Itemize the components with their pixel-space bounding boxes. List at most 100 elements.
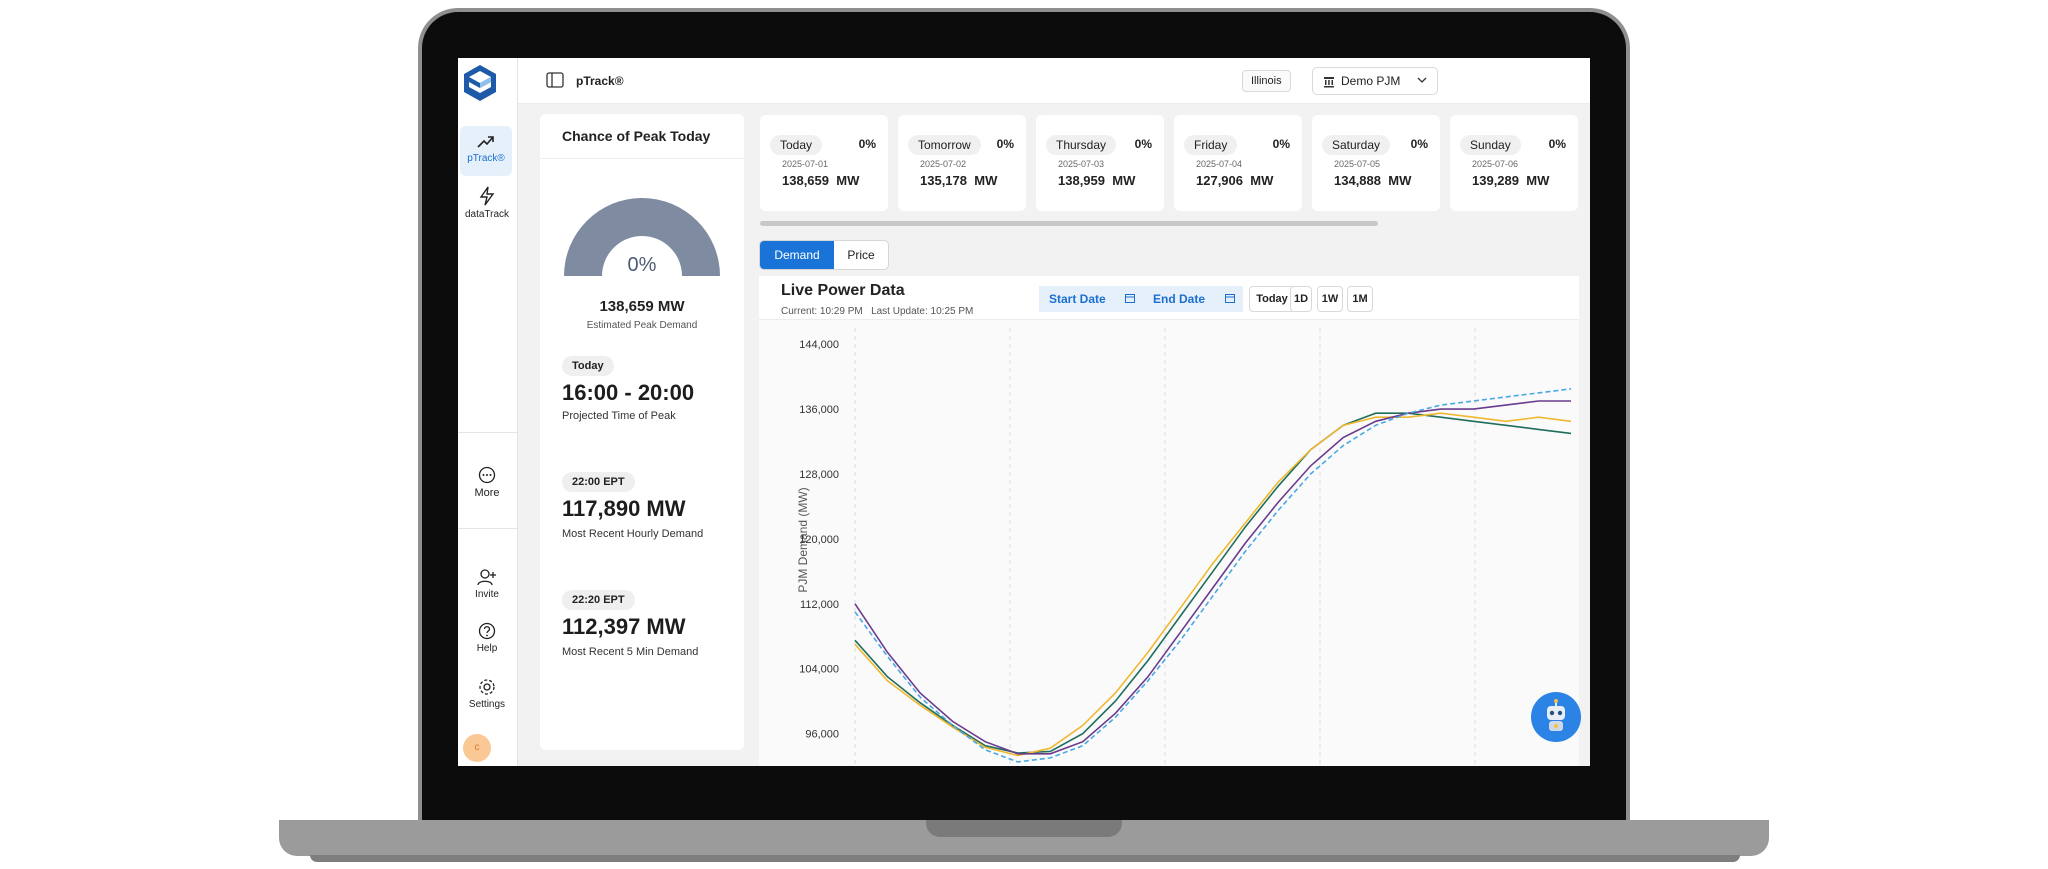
sidebar-item-help[interactable]: Help [458,622,516,654]
sidebar-divider [458,432,518,433]
range-1w-button[interactable]: 1W [1317,286,1343,312]
day-name: Tomorrow [908,135,981,155]
day-mw: 138,659 MW [782,173,860,188]
range-1d-button[interactable]: 1D [1290,286,1312,312]
forecast-day-card[interactable]: Saturday 0% 2025-07-05 134,888 MW [1312,115,1440,211]
gauge-percent: 0% [627,254,657,276]
series-line-2 [854,400,1571,755]
chart-header: Live Power Data Current: 10:29 PM Last U… [759,276,1579,320]
day-percent: 0% [1272,137,1290,151]
day-percent: 0% [1134,137,1152,151]
robot-icon [1547,699,1565,731]
hourly-time-tag: 22:00 EPT [562,472,635,492]
y-tick-label: 128,000 [799,469,839,481]
estimated-peak-label: Estimated Peak Demand [586,320,698,331]
tab-demand[interactable]: Demand [760,241,834,269]
y-axis-label: PJM Demand (MW) [796,487,810,592]
sidebar-divider [458,528,518,529]
day-percent: 0% [1548,137,1566,151]
org-select[interactable]: Demo PJM [1312,67,1438,95]
forecast-scrollbar[interactable] [760,221,1378,226]
day-name: Sunday [1460,135,1521,155]
day-mw: 134,888 MW [1334,173,1412,188]
org-select-label: Demo PJM [1341,74,1401,88]
region-badge[interactable]: Illinois [1242,70,1291,92]
app-screen: pTrack® dataTrack More Invite [458,58,1590,766]
day-date: 2025-07-04 [1196,159,1243,169]
top-bar: pTrack® Illinois Demo PJM [518,58,1590,104]
calendar-icon [1125,294,1135,303]
sidebar-item-label: Invite [475,589,499,600]
sidebar-item-label: Settings [468,699,506,710]
day-mw: 139,289 MW [1472,173,1550,188]
chart-timestamps: Current: 10:29 PM Last Update: 10:25 PM [781,306,974,317]
chart-title: Live Power Data [781,282,905,299]
day-name: Thursday [1046,135,1117,155]
day-date: 2025-07-02 [920,159,967,169]
y-tick-label: 96,000 [805,729,839,741]
day-name: Friday [1184,135,1238,155]
day-name: Today [770,135,823,155]
day-mw: 127,906 MW [1196,173,1274,188]
forecast-day-card[interactable]: Friday 0% 2025-07-04 127,906 MW [1174,115,1302,211]
day-date: 2025-07-05 [1334,159,1381,169]
forecast-day-card[interactable]: Sunday 0% 2025-07-06 139,289 MW [1450,115,1578,211]
calendar-icon [1225,294,1235,303]
card-divider [540,158,744,159]
estimated-peak-mw: 138,659 MW [599,298,685,315]
chance-title: Chance of Peak Today [562,128,711,144]
bolt-icon [479,186,495,206]
day-mw: 135,178 MW [920,173,998,188]
sidebar-item-label: More [474,487,500,499]
live-power-card: Live Power Data Current: 10:29 PM Last U… [759,276,1579,766]
y-tick-label: 104,000 [799,664,839,676]
sidebar-item-label: dataTrack [464,209,510,220]
sidebar-toggle-icon[interactable] [546,72,564,88]
sidebar-item-ptrack[interactable]: pTrack® [460,126,512,176]
day-date: 2025-07-01 [782,159,829,169]
sidebar-item-invite[interactable]: Invite [458,568,516,600]
day-percent: 0% [996,137,1014,151]
series-line-0 [854,412,1572,754]
y-tick-label: 136,000 [799,404,839,416]
sidebar-item-settings[interactable]: Settings [458,678,516,710]
user-avatar[interactable]: c [463,734,491,762]
day-date: 2025-07-03 [1058,159,1105,169]
projected-peak-time: 16:00 - 20:00 [562,380,695,405]
start-date-field[interactable]: Start Date [1039,286,1143,312]
tab-price[interactable]: Price [847,248,875,262]
end-date-field[interactable]: End Date [1143,286,1243,312]
assistant-bot-button[interactable] [1531,692,1581,742]
peak-gauge [564,198,720,276]
help-icon [478,622,496,640]
hourly-demand-label: Most Recent Hourly Demand [562,528,704,540]
sidebar-item-more[interactable]: More [458,466,516,499]
fivemin-demand-value: 112,397 MW [562,614,686,639]
range-today-button[interactable]: Today [1249,286,1295,312]
sidebar: pTrack® dataTrack More Invite [458,58,518,766]
app-title: pTrack® [576,74,624,88]
add-user-icon [477,569,496,586]
y-tick-label: 144,000 [799,339,839,351]
more-icon [478,466,496,484]
day-date: 2025-07-06 [1472,159,1519,169]
forecast-day-card[interactable]: Thursday 0% 2025-07-03 138,959 MW [1036,115,1164,211]
day-mw: 138,959 MW [1058,173,1136,188]
app-logo-icon[interactable] [461,63,499,103]
forecast-day-card[interactable]: Today 0% 2025-07-01 138,659 MW [760,115,888,211]
forecast-day-card[interactable]: Tomorrow 0% 2025-07-02 135,178 MW [898,115,1026,211]
chance-of-peak-card: Chance of Peak Today 0% 138,659 MW Estim… [540,114,744,750]
projected-peak-label: Projected Time of Peak [562,410,676,422]
hourly-demand-value: 117,890 MW [562,496,686,521]
range-1m-button[interactable]: 1M [1347,286,1373,312]
demand-chart[interactable]: 144,000 136,000 128,000 120,000 112,000 104,0… [759,320,1579,766]
sidebar-item-label: Help [476,643,498,654]
day-percent: 0% [1410,137,1428,151]
series-line-3 [854,388,1572,763]
chevron-down-icon [1417,77,1427,83]
fivemin-demand-label: Most Recent 5 Min Demand [562,646,699,658]
laptop-base-shadow [310,855,1740,862]
gear-icon [479,679,495,695]
sidebar-item-datatrack[interactable]: dataTrack [458,186,516,220]
data-type-toggle: Demand Price [759,240,889,270]
